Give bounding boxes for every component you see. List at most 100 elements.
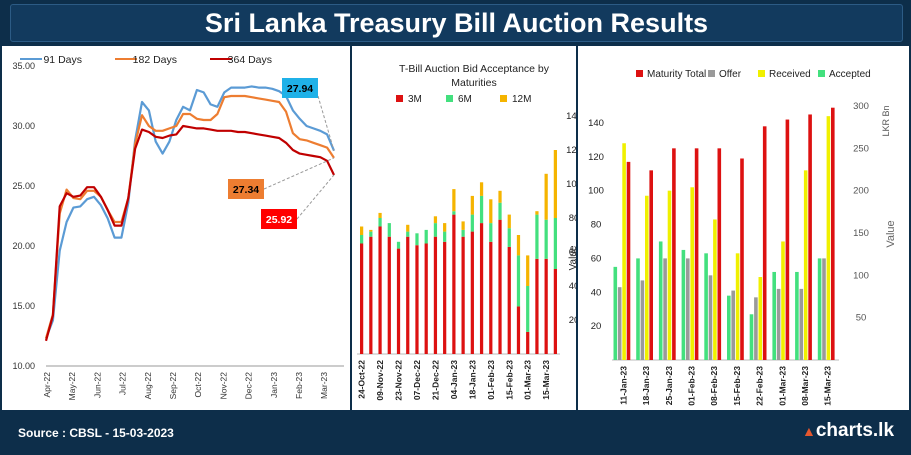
bar-segment-3m <box>553 269 558 354</box>
bar-accepted <box>681 249 686 360</box>
x-tick-label: Aug-22 <box>143 372 153 400</box>
bar-accepted <box>795 271 799 360</box>
bar-maturity-total <box>740 158 744 360</box>
annotation-box <box>261 209 297 229</box>
bar-accepted <box>658 241 663 360</box>
x-tick-label: 11-Jan-23 <box>618 366 628 405</box>
legend-label: Offer <box>719 69 742 80</box>
y2-axis-title: Value <box>885 220 897 247</box>
y-tick-label: 20 <box>591 321 602 332</box>
x-tick-label: 08-Mar-23 <box>800 366 810 406</box>
bar-segment-3m <box>452 214 456 354</box>
bar-segment-12m <box>452 189 456 212</box>
bar-segment-12m <box>507 214 511 229</box>
x-tick-label: 01-Mar-23 <box>523 360 533 400</box>
legend-label: 91 Days <box>43 54 82 66</box>
y-tick-label: 35.00 <box>12 61 35 71</box>
bar-segment-6m <box>443 231 447 242</box>
bar-offer <box>799 288 804 360</box>
bar-segment-3m <box>415 245 419 354</box>
bar-maturity-total <box>649 170 653 360</box>
y2-tick-label: 50 <box>856 313 867 324</box>
bar-received <box>758 277 763 360</box>
bar-segment-3m <box>470 231 474 354</box>
x-tick-label: Jan-23 <box>269 372 279 398</box>
bar-segment-6m <box>415 233 419 246</box>
bar-segment-6m <box>553 218 558 269</box>
annotation-leader <box>296 174 335 220</box>
y-tick-label: 100 <box>588 186 604 197</box>
y-tick-label: 140 <box>588 118 604 129</box>
bar-segment-12m <box>378 212 382 218</box>
bar-segment-3m <box>424 243 428 354</box>
yield-panel: 10.00 15.00 20.00 25.00 30.00 35.00 Apr-22 May-… <box>2 46 350 410</box>
y-tick-label: 100 <box>566 179 576 190</box>
bar-segment-3m <box>443 241 447 354</box>
x-tick-label: 15-Mar-23 <box>541 360 551 400</box>
x-tick-label: 01-Feb-23 <box>686 366 696 406</box>
series-line-182-days <box>44 94 335 339</box>
legend-label: 182 Days <box>133 54 177 66</box>
bar-segment-6m <box>470 214 474 232</box>
x-tick-label: 09-Nov-22 <box>375 360 385 401</box>
bar-offer <box>663 258 667 360</box>
bar-segment-3m <box>369 236 373 354</box>
x-tick-label: 15-Mar-23 <box>823 366 833 406</box>
bar-segment-3m <box>396 248 401 354</box>
bar-received <box>713 219 717 360</box>
chart-title: T-Bill Auction Bid Acceptance by <box>399 63 550 75</box>
bar-offer <box>731 290 735 360</box>
y-tick-label: 40 <box>591 287 602 298</box>
auction-bar-chart: Maturity Total Offer Received Accepted 20 40 6… <box>588 69 897 406</box>
bar-maturity-total <box>831 107 835 360</box>
legend-label: 12M <box>512 94 531 105</box>
y-axis-title: Value <box>568 245 576 270</box>
x-tick-label: 24-Oct-22 <box>357 360 367 399</box>
bar-segment-12m <box>369 229 373 232</box>
bar-maturity-total <box>672 148 676 360</box>
y-tick-label: 20 <box>569 315 576 326</box>
yield-line-chart: 10.00 15.00 20.00 25.00 30.00 35.00 Apr-22 May-… <box>12 54 344 400</box>
bar-segment-12m <box>498 190 502 203</box>
chart-logo-icon: ▲ <box>802 423 816 439</box>
bar-segment-6m <box>535 214 539 259</box>
page-title: Sri Lanka Treasury Bill Auction Results <box>10 4 903 42</box>
y-tick-label: 120 <box>566 145 576 156</box>
bar-segment-3m <box>359 243 364 354</box>
bar-segment-6m <box>424 229 428 244</box>
bar-maturity-total <box>785 119 790 361</box>
bar-segment-6m <box>489 223 493 242</box>
y-tick-label: 80 <box>591 220 602 231</box>
bar-offer <box>822 258 826 360</box>
bar-segment-3m <box>498 219 502 354</box>
legend-label: 6M <box>458 94 472 105</box>
source-note: Source : CBSL - 15-03-2023 <box>18 426 174 440</box>
y-tick-label: 30.00 <box>12 121 35 131</box>
y-tick-label: 60 <box>591 253 602 264</box>
bar-received <box>667 190 672 360</box>
y-tick-label: 20.00 <box>12 241 35 251</box>
annotation-label: 27.34 <box>233 184 259 196</box>
bar-segment-6m <box>461 229 465 237</box>
y-tick-label: 25.00 <box>12 181 35 191</box>
bar-segment-12m <box>535 211 539 215</box>
bar-received <box>803 170 808 360</box>
bar-segment-3m <box>535 258 539 354</box>
y-tick-label: 40 <box>569 281 576 292</box>
bar-segment-12m <box>553 150 558 218</box>
bar-received <box>826 116 831 360</box>
annotation-box <box>228 179 264 199</box>
legend-label: Accepted <box>829 69 871 80</box>
bar-maturity-total <box>762 126 767 360</box>
x-tick-label: Nov-22 <box>218 372 228 400</box>
bar-maturity-total <box>694 148 699 360</box>
x-tick-label: 01-Mar-23 <box>777 366 787 406</box>
bar-segment-6m <box>396 241 401 249</box>
y-tick-label: 60 <box>569 247 576 258</box>
bar-received <box>622 143 626 360</box>
y-tick-label: 140 <box>566 111 576 122</box>
bar-segment-3m <box>479 223 484 354</box>
bar-offer <box>640 280 645 360</box>
bar-received <box>735 253 740 360</box>
acceptance-panel: T-Bill Auction Bid Acceptance by Maturiti… <box>352 46 582 410</box>
